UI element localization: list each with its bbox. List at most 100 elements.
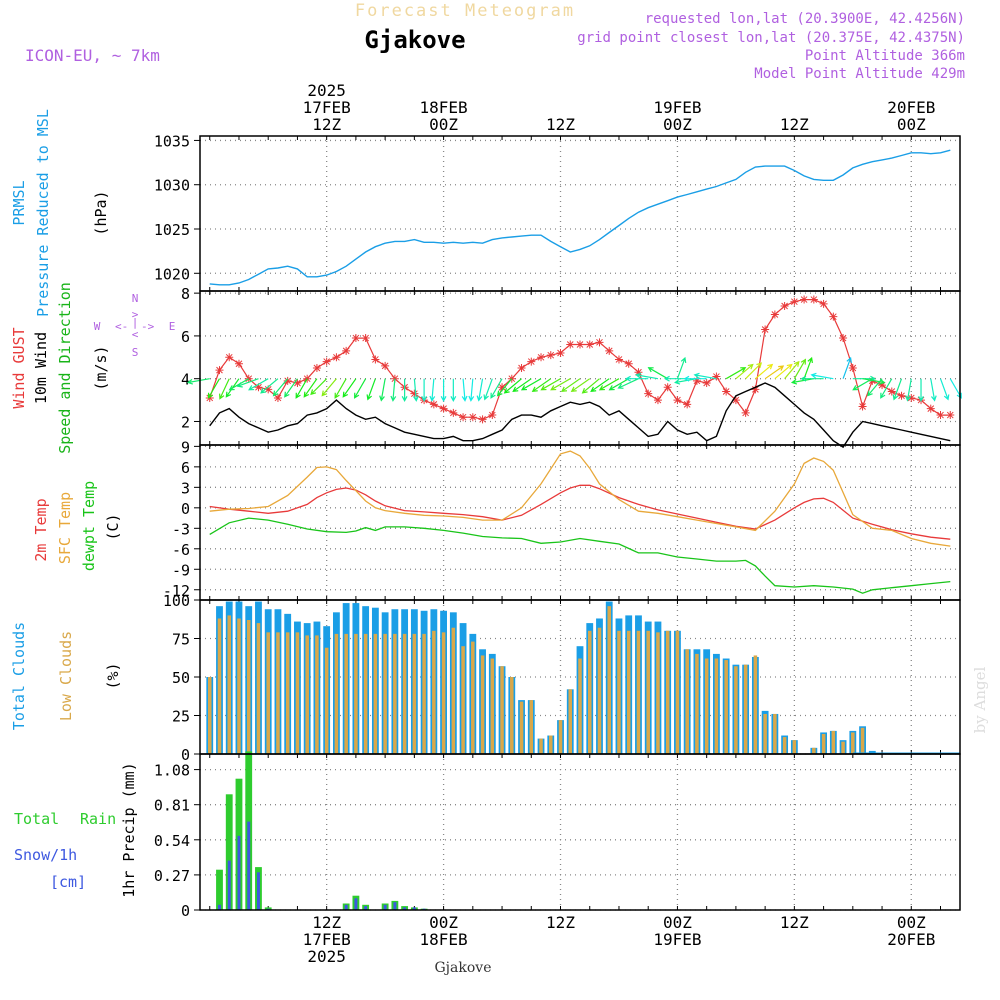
gust-marker [244, 374, 253, 383]
gust-marker [897, 391, 906, 400]
compass-right: -> [141, 320, 155, 333]
y-tick-label: 3 [181, 479, 190, 497]
rain-bar [225, 794, 233, 910]
low-cloud-bar [305, 635, 309, 754]
t2m-line [209, 484, 951, 540]
gust-marker [546, 351, 555, 360]
top-time-label: 2025 [307, 81, 346, 100]
low-cloud-label: Low Clouds [57, 631, 75, 721]
gust-marker [478, 415, 487, 424]
gust-marker [273, 393, 282, 402]
low-cloud-bar [539, 738, 543, 754]
bottom-time-label: 18FEB [420, 930, 468, 949]
low-cloud-bar [587, 630, 592, 754]
gust-marker [780, 301, 789, 310]
wind-label: 10m Wind [32, 332, 50, 404]
gust-marker [761, 325, 770, 334]
low-cloud-bar [549, 735, 553, 754]
wind-arrow [905, 378, 912, 402]
tsfc-label: SFC Temp [56, 492, 74, 564]
wind-arrow [790, 378, 814, 385]
wind-arrow [918, 378, 924, 402]
wind-arrow [520, 378, 542, 391]
low-cloud-bar [607, 606, 611, 754]
temp-unit: (C) [104, 513, 122, 540]
footer-location: Gjakove [435, 960, 492, 976]
wind-arrow [440, 378, 447, 402]
y-tick-label: 25 [172, 708, 190, 726]
gust-marker [907, 393, 916, 402]
snow-bar [247, 821, 251, 910]
low-cloud-bar [295, 632, 300, 754]
wind-arrow [590, 378, 610, 393]
gust-marker [303, 374, 312, 383]
wind-speed-line [209, 382, 951, 449]
snow-bar [412, 907, 416, 910]
wind-arrow [303, 378, 318, 398]
gust-marker [887, 387, 896, 396]
wind-arrow [939, 378, 950, 401]
dewpt-label: dewpt Temp [80, 481, 98, 571]
wind-arrow [354, 378, 367, 399]
top-time-label: 00Z [897, 115, 926, 134]
low-cloud-bar [704, 658, 709, 754]
wind-arrow [483, 378, 493, 401]
y-tick-label: 75 [172, 631, 190, 649]
wind-arrow [842, 356, 852, 379]
gust-marker [537, 353, 546, 362]
gust-marker [498, 383, 507, 392]
low-cloud-bar [354, 633, 358, 754]
gust-marker [614, 355, 623, 364]
y-tick-label: -3 [172, 520, 190, 538]
low-cloud-bar [821, 733, 826, 754]
credit-watermark: by Angel [971, 666, 989, 733]
gust-marker [790, 297, 799, 306]
low-cloud-bar [597, 627, 602, 754]
dewpt-line [209, 517, 951, 594]
wind-arrow [930, 378, 937, 402]
gust-marker [605, 346, 614, 355]
wind-arrow [676, 356, 687, 379]
wind-arrow [413, 378, 419, 402]
gust-marker [390, 374, 399, 383]
wind-arrow [810, 372, 834, 380]
top-time-label: 20FEB [887, 98, 935, 117]
y-tick-label: 1025 [154, 221, 190, 239]
y-tick-label: 0 [181, 902, 190, 920]
wind-arrow [236, 378, 259, 388]
total-cloud-bar [868, 750, 876, 754]
y-tick-label: 0.81 [154, 797, 190, 815]
wind-arrow [421, 378, 428, 402]
gust-marker [322, 357, 331, 366]
low-cloud-bar [324, 647, 329, 754]
low-cloud-bar [315, 635, 319, 754]
wind-arrow [784, 360, 800, 380]
compass-left: <- [115, 320, 128, 333]
wind-arrow [745, 362, 763, 380]
gust-marker [741, 408, 750, 417]
total-cloud-label: Total Clouds [10, 622, 28, 730]
wind-arrow [379, 378, 386, 402]
wind-arrow [852, 378, 873, 391]
top-time-label: 12Z [780, 115, 809, 134]
wind-arrow [476, 378, 484, 402]
wind-arrow [207, 378, 221, 399]
y-tick-label: 1035 [154, 132, 190, 150]
low-cloud-bar [558, 720, 563, 754]
snow-bar [354, 898, 358, 910]
wind-arrow [186, 378, 210, 385]
low-cloud-bar [763, 713, 767, 754]
product-title: Forecast Meteogram [355, 1, 575, 21]
panel-1: 2 4 6 8 [181, 285, 960, 445]
low-cloud-bar [490, 658, 495, 754]
low-cloud-bar [568, 689, 573, 754]
y-tick-label: 2 [181, 413, 190, 431]
gust-marker [264, 385, 273, 394]
snow-bar [364, 906, 368, 910]
top-time-label: 12Z [312, 115, 341, 134]
wind-arrow [272, 378, 289, 397]
wind-arrow [342, 378, 357, 398]
low-cloud-bar [266, 632, 270, 754]
gust-marker [712, 372, 721, 381]
wind-arrow [800, 375, 824, 382]
